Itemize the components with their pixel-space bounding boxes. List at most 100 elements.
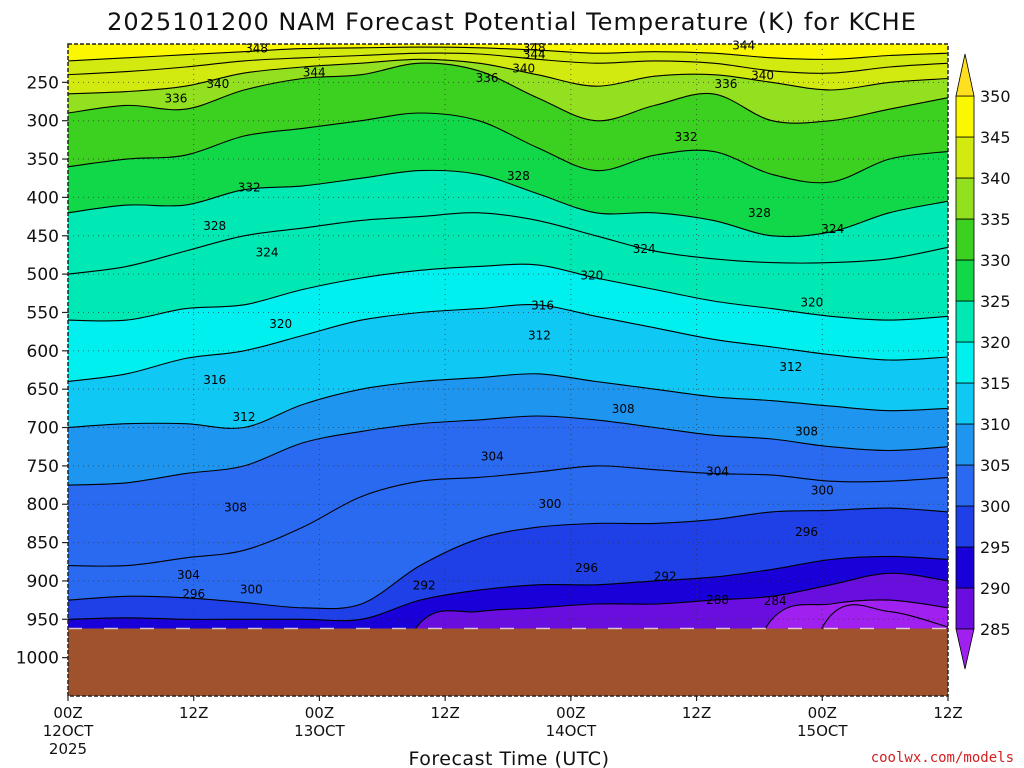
contour-label: 288 <box>706 593 729 607</box>
y-tick-label: 250 <box>27 73 59 93</box>
colorbar-label: 310 <box>980 415 1011 434</box>
colorbar-swatch <box>955 464 975 507</box>
colorbar-label: 335 <box>980 210 1011 229</box>
contour-label: 328 <box>748 206 771 220</box>
contour-line-320 <box>68 263 948 322</box>
contour-label: 312 <box>779 360 802 374</box>
contour-label: 304 <box>177 568 200 582</box>
terrain-layer <box>68 627 948 696</box>
y-tick-label: 1000 <box>16 649 59 669</box>
x-tick-date: 13OCT <box>294 722 345 740</box>
contour-label: 312 <box>233 410 256 424</box>
colorbar-label: 350 <box>980 87 1011 106</box>
contour-label: 332 <box>675 130 698 144</box>
colorbar-label: 315 <box>980 374 1011 393</box>
contour-line-296 <box>68 555 948 622</box>
contour-label: 316 <box>531 299 554 313</box>
y-tick-label: 400 <box>27 188 59 208</box>
colorbar-swatch <box>955 587 975 630</box>
contour-line-300 <box>68 507 948 610</box>
terrain-ground <box>68 628 948 696</box>
contour-label: 292 <box>654 569 677 583</box>
contour-label: 308 <box>224 500 247 514</box>
contour-label: 324 <box>633 242 656 256</box>
colorbar-label: 340 <box>980 169 1011 188</box>
contour-label: 344 <box>303 65 326 79</box>
contour-label: 348 <box>245 42 268 56</box>
colorbar-swatch <box>955 218 975 261</box>
contour-label: 340 <box>751 68 774 82</box>
y-tick-label: 750 <box>27 457 59 477</box>
contour-line-348 <box>68 46 948 62</box>
colorbar-swatch <box>955 177 975 220</box>
colorbar-label: 320 <box>980 333 1011 352</box>
contour-label: 344 <box>523 48 546 62</box>
colorbar-max-arrow <box>955 53 975 97</box>
contour-label: 344 <box>732 39 755 53</box>
colorbar-label: 285 <box>980 620 1011 639</box>
y-tick-label: 600 <box>27 342 59 362</box>
colorbar-swatch <box>955 341 975 384</box>
filled-contour-layer <box>68 44 948 696</box>
contour-label: 324 <box>256 246 279 260</box>
colorbar-label: 305 <box>980 456 1011 475</box>
y-axis: 250 300 350 400 450 500 550 600 650 700 750 800 850 9… <box>16 73 68 669</box>
y-tick-label: 950 <box>27 610 59 630</box>
x-tick-label: 00Z <box>53 704 82 722</box>
contour-label: 336 <box>476 71 499 85</box>
contour-label: 300 <box>240 582 263 596</box>
contour-label: 308 <box>795 424 818 438</box>
contour-label: 340 <box>206 77 229 91</box>
colorbar-swatch <box>955 259 975 302</box>
y-tick-label: 800 <box>27 495 59 515</box>
colorbar-label: 325 <box>980 292 1011 311</box>
contour-label: 324 <box>821 222 844 236</box>
contour-label: 284 <box>764 594 787 608</box>
contour-line-304 <box>68 465 948 567</box>
colorbar-swatch <box>955 382 975 425</box>
plot-frame <box>67 43 949 697</box>
x-tick-date: 14OCT <box>546 722 597 740</box>
contour-label: 316 <box>203 373 226 387</box>
y-tick-label: 350 <box>27 150 59 170</box>
contour-line-308 <box>68 415 948 486</box>
grid-lines <box>68 44 948 696</box>
colorbar-swatch <box>955 546 975 589</box>
contour-label: 296 <box>575 561 598 575</box>
contour-label: 296 <box>795 525 818 539</box>
x-tick-date: 15OCT <box>797 722 848 740</box>
contour-label: 292 <box>413 579 436 593</box>
contour-line-328 <box>68 169 948 238</box>
contour-line-340 <box>68 58 948 95</box>
y-tick-label: 500 <box>27 265 59 285</box>
y-tick-label: 450 <box>27 227 59 247</box>
contour-line-344 <box>68 52 948 76</box>
contour-line-312 <box>68 373 948 429</box>
contour-line-332 <box>68 112 948 184</box>
x-tick-label: 00Z <box>808 704 837 722</box>
contour-label: 320 <box>800 295 823 309</box>
contour-label: 320 <box>269 317 292 331</box>
colorbar-label: 330 <box>980 251 1011 270</box>
y-tick-label: 850 <box>27 534 59 554</box>
contour-line-324 <box>68 212 948 275</box>
colorbar-swatch <box>955 136 975 179</box>
credit-link[interactable]: coolwx.com/models <box>871 750 1014 766</box>
contour-label: 328 <box>203 219 226 233</box>
contour-label: 300 <box>538 497 561 511</box>
x-tick-label: 12Z <box>179 704 208 722</box>
contour-label: 300 <box>811 483 834 497</box>
colorbar-label: 300 <box>980 497 1011 516</box>
contour-label: 304 <box>706 464 729 478</box>
contour-line-336 <box>68 62 948 124</box>
x-axis-label: Forecast Time (UTC) <box>409 748 610 768</box>
contour-label: 308 <box>612 402 635 416</box>
x-tick-year: 2025 <box>49 740 87 758</box>
contour-label: 332 <box>238 180 261 194</box>
colorbar-swatch <box>955 95 975 138</box>
y-tick-label: 300 <box>27 112 59 132</box>
contour-label: 328 <box>507 169 530 183</box>
x-tick-label: 00Z <box>305 704 334 722</box>
